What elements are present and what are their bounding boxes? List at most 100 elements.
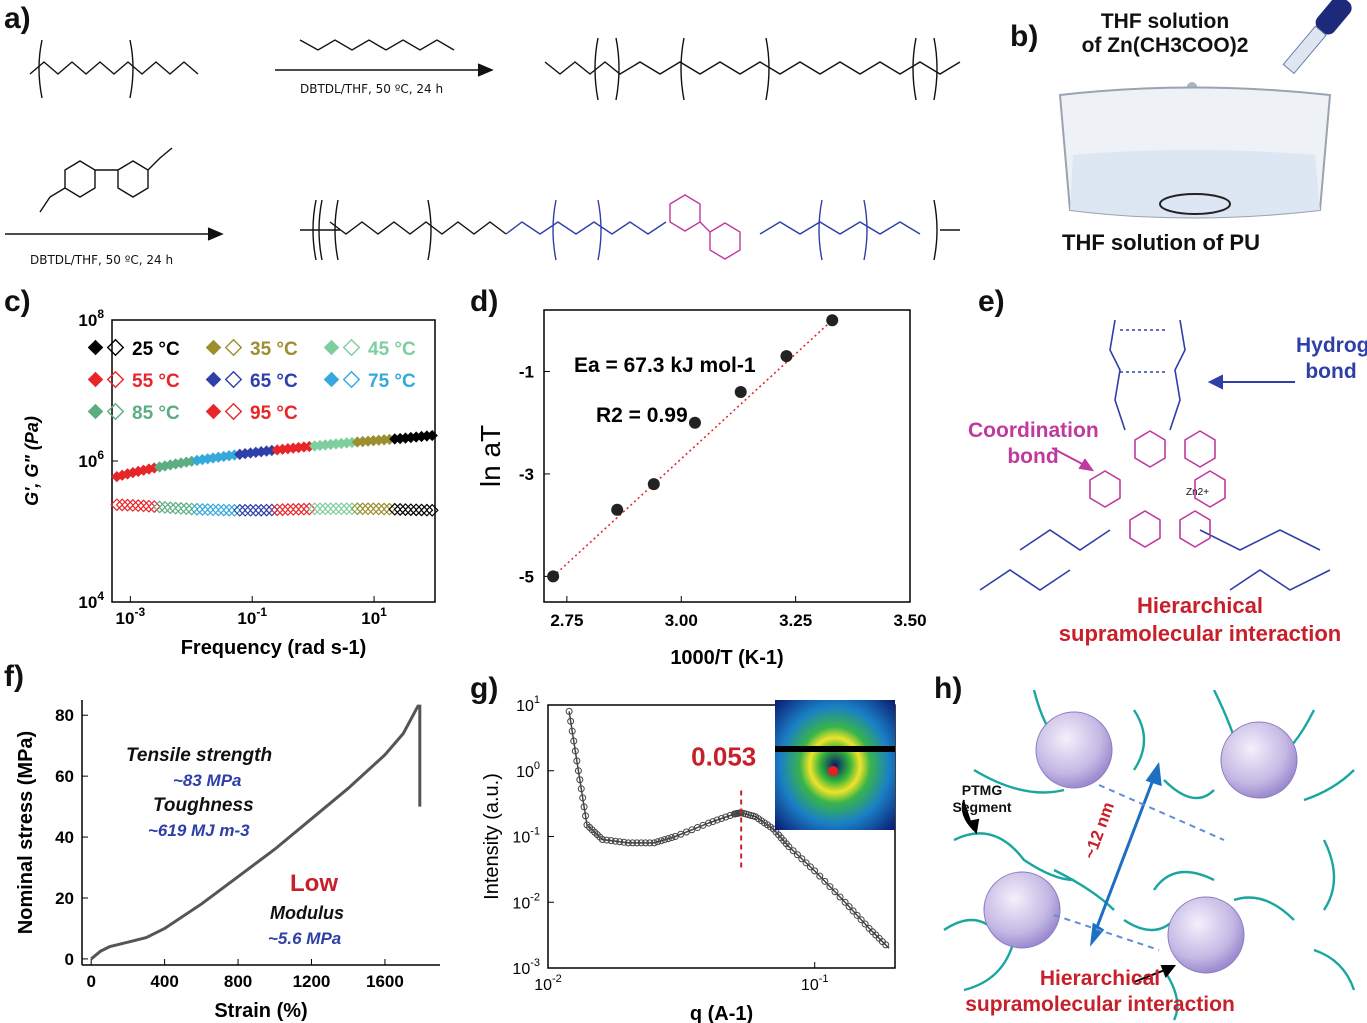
gdoubleprime-point: [425, 503, 439, 517]
hierarchical-label-e: Hierarchical supramolecular interaction: [1030, 592, 1367, 648]
legend-marker-open-6: [106, 402, 125, 421]
hydrogen-bond-label: Hydrogen bond: [1296, 334, 1367, 383]
y-tick-label-0: -5: [519, 567, 534, 586]
hierarchical-h-line1: Hierarchical: [1039, 967, 1161, 990]
y-tick-label-0: 0: [65, 950, 74, 969]
x-tick-label-1: 3.00: [665, 611, 698, 630]
beaker-illustration: [1058, 0, 1352, 219]
saxs-point: [620, 838, 628, 846]
saxs-point: [857, 916, 865, 924]
data-point-3: [688, 416, 701, 429]
stress-strain-curve: [90, 704, 422, 961]
saxs-point: [637, 839, 645, 847]
legend-marker-open-5: [342, 370, 361, 389]
gprime-point: [426, 429, 438, 442]
saxs-point: [576, 776, 584, 784]
y-axis-label: ln aT: [475, 425, 506, 487]
saxs-point: [580, 803, 588, 811]
saxs-point: [668, 834, 676, 842]
x-axis-label: 1000/T (K-1): [670, 647, 783, 669]
saxs-point: [646, 839, 654, 847]
saxs-point: [629, 839, 637, 847]
modulus-label: Modulus: [270, 903, 344, 923]
legend-marker-filled-1: [205, 339, 222, 356]
legend-marker-open-4: [224, 370, 243, 389]
saxs-point: [793, 851, 801, 859]
saxs-point: [811, 867, 819, 875]
x-axis-label: Strain (%): [214, 1000, 307, 1022]
fit-line: [552, 319, 833, 577]
x-tick-label-1: 10-1: [801, 973, 829, 994]
cond-label-2: DBTDL/THF, 50 ºC, 24 h: [30, 253, 174, 267]
saxs-point: [633, 839, 641, 847]
saxs-point: [574, 767, 582, 775]
y-tick-label-1: 20: [55, 889, 74, 908]
ptmg-line1: PTMG: [961, 782, 1003, 798]
legend-marker-filled-7: [205, 403, 222, 420]
zn-solution-line2: of Zn(CH3COO)2: [1081, 34, 1249, 57]
x-tick-label-2: 800: [224, 972, 252, 991]
x-tick-label-0: 0: [86, 972, 95, 991]
saxs-point: [579, 794, 587, 802]
x-tick-label-1: 10-1: [237, 605, 267, 628]
saxs-point: [785, 843, 793, 851]
hierarchical-h-line2: supramolecular interaction: [965, 993, 1235, 1016]
saxs-point: [573, 757, 581, 765]
toughness-label: Toughness: [153, 795, 254, 816]
y-axis-label: G', G" (Pa): [22, 416, 42, 506]
panel-label-c: c): [4, 285, 31, 318]
legend-label-7: 95 °C: [250, 403, 298, 424]
panel-label-d: d): [470, 285, 499, 318]
tensile-strength-value: ~83 MPa: [173, 771, 242, 790]
saxs-point: [650, 839, 658, 847]
legend-marker-filled-3: [87, 371, 104, 388]
legend-label-2: 45 °C: [368, 339, 416, 360]
saxs-point: [664, 835, 672, 843]
saxs-point: [582, 812, 590, 820]
data-point-1: [611, 503, 624, 516]
saxs-point: [642, 839, 650, 847]
saxs-point: [802, 859, 810, 867]
y-tick-label-1: 100: [516, 760, 540, 781]
data-point-4: [734, 385, 747, 398]
saxs-point: [577, 785, 585, 793]
data-point-5: [780, 350, 793, 363]
y-tick-label-1: 106: [78, 448, 104, 471]
hierarchical-label-h: Hierarchical supramolecular interaction: [955, 966, 1245, 1018]
saxs-point: [718, 815, 725, 823]
legend-label-5: 75 °C: [368, 371, 416, 392]
x-tick-label-3: 3.50: [893, 611, 926, 630]
zn-solution-label: THF solution of Zn(CH3COO)2: [1060, 10, 1270, 58]
legend-marker-filled-0: [87, 339, 104, 356]
saxs-point: [845, 903, 853, 911]
reaction-scheme: [5, 37, 961, 261]
y-tick-label-3: 60: [55, 767, 74, 786]
saxs-point: [713, 816, 721, 824]
legend-label-3: 55 °C: [132, 371, 180, 392]
panel-label-h: h): [934, 672, 963, 705]
panel-label-e: e): [978, 285, 1005, 318]
saxs-point: [861, 920, 869, 928]
y-tick-label-3: 10-2: [512, 891, 540, 912]
data-point-6: [826, 314, 839, 327]
saxs-point: [821, 877, 829, 885]
saxs-point: [853, 911, 861, 919]
saxs-point: [611, 837, 619, 845]
saxs-point: [603, 836, 611, 844]
saxs-point: [722, 813, 730, 821]
panel-label-g: g): [470, 672, 499, 705]
hierarchical-e-line2: supramolecular interaction: [1058, 621, 1342, 646]
saxs-point: [624, 839, 632, 847]
y-tick-label-4: 80: [55, 706, 74, 725]
saxs-point: [789, 847, 797, 855]
saxs-point: [598, 836, 606, 844]
legend-marker-filled-4: [205, 371, 222, 388]
ptmg-line2: Segment: [952, 799, 1012, 815]
saxs-point: [816, 872, 824, 880]
y-tick-label-1: -3: [519, 465, 534, 484]
saxs-point: [836, 893, 844, 901]
saxs-point: [654, 838, 662, 846]
ptmg-segment-label: PTMG Segment: [947, 782, 1017, 816]
